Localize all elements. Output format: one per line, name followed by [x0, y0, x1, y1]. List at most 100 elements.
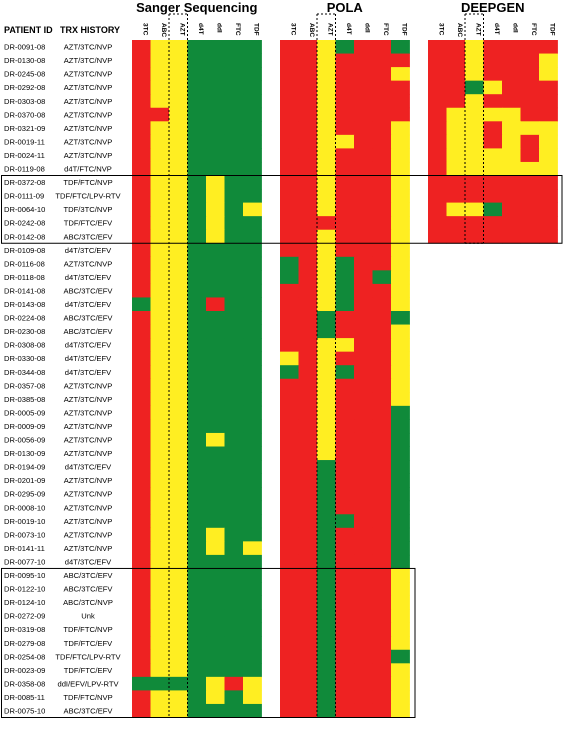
cell-pola-ftc — [372, 189, 392, 203]
cell-pola-tdf — [391, 609, 410, 624]
cell-sanger-abc — [150, 40, 170, 54]
cell-pola-abc — [298, 405, 318, 420]
cell-sanger-3tc — [132, 324, 151, 339]
cell-sanger-abc — [150, 703, 170, 718]
cell-sanger-ddi — [206, 703, 225, 718]
cell-pola-azt — [317, 121, 336, 136]
cell-sanger-azt — [169, 487, 188, 502]
cell-sanger-ftc — [224, 582, 244, 596]
cell-sanger-ftc — [224, 446, 244, 461]
cell-sanger-tdf — [243, 229, 262, 244]
cell-sanger-ftc — [224, 690, 244, 705]
cell-deepgen-ftc — [520, 53, 540, 68]
drug-label-sanger-abc: ABC — [160, 23, 167, 37]
cell-sanger-d4t — [187, 189, 207, 203]
cell-pola-azt — [317, 378, 336, 393]
treatment-history: AZT/3TC/NVP — [64, 503, 113, 512]
cell-sanger-3tc — [132, 690, 151, 705]
cell-pola-abc — [298, 446, 318, 461]
cell-sanger-3tc — [132, 297, 151, 312]
cell-pola-3tc — [280, 297, 299, 312]
cell-pola-tdf — [391, 568, 410, 583]
cell-pola-d4t — [335, 311, 355, 325]
cell-deepgen-d4t — [483, 148, 503, 163]
cell-pola-ddi — [354, 473, 373, 488]
cell-sanger-abc — [150, 243, 170, 258]
patient-id: DR-0141-08 — [4, 286, 45, 295]
cell-pola-azt — [317, 432, 336, 447]
cell-deepgen-ftc — [520, 189, 540, 203]
cell-deepgen-abc — [446, 189, 466, 203]
cell-deepgen-tdf — [539, 202, 558, 217]
cell-sanger-d4t — [187, 175, 207, 190]
cell-sanger-ddi — [206, 527, 225, 542]
cell-sanger-azt — [169, 663, 188, 678]
cell-sanger-ddi — [206, 690, 225, 705]
patient-id: DR-0308-08 — [4, 341, 45, 350]
cell-sanger-3tc — [132, 283, 151, 298]
cell-sanger-azt — [169, 514, 188, 529]
patient-id: DR-0005-09 — [4, 408, 45, 417]
cell-deepgen-tdf — [539, 161, 558, 176]
cell-sanger-azt — [169, 67, 188, 82]
cell-sanger-d4t — [187, 216, 207, 231]
patient-id: DR-0075-10 — [4, 707, 45, 716]
cell-sanger-abc — [150, 663, 170, 678]
cell-pola-azt — [317, 609, 336, 624]
cell-sanger-azt — [169, 703, 188, 718]
cell-pola-tdf — [391, 161, 410, 176]
cell-sanger-tdf — [243, 53, 262, 68]
cell-sanger-3tc — [132, 500, 151, 515]
cell-sanger-tdf — [243, 297, 262, 312]
cell-pola-tdf — [391, 473, 410, 488]
drug-label-sanger-azt: AZT — [179, 23, 186, 36]
cell-pola-abc — [298, 283, 318, 298]
cell-sanger-abc — [150, 80, 170, 95]
cell-deepgen-ftc — [520, 148, 540, 163]
cell-pola-d4t — [335, 229, 355, 244]
cell-pola-d4t — [335, 622, 355, 637]
cell-pola-3tc — [280, 229, 299, 244]
cell-sanger-3tc — [132, 636, 151, 651]
cell-deepgen-3tc — [428, 175, 447, 190]
cell-sanger-azt — [169, 216, 188, 231]
cell-sanger-ddi — [206, 94, 225, 109]
cell-sanger-azt — [169, 649, 188, 664]
cell-sanger-ftc — [224, 53, 244, 68]
treatment-history: ABC/3TC/EFV — [64, 286, 114, 295]
cell-pola-abc — [298, 649, 318, 664]
treatment-history: AZT/3TC/NVP — [64, 137, 113, 146]
cell-pola-azt — [317, 311, 336, 325]
cell-sanger-ftc — [224, 554, 244, 569]
cell-pola-ddi — [354, 703, 373, 718]
cell-pola-ddi — [354, 311, 373, 325]
cell-pola-tdf — [391, 324, 410, 339]
cell-pola-ftc — [372, 216, 392, 231]
cell-sanger-azt — [169, 636, 188, 651]
cell-pola-3tc — [280, 663, 299, 678]
treatment-history: AZT/3TC/NVP — [64, 436, 113, 445]
cell-pola-3tc — [280, 175, 299, 190]
cell-sanger-tdf — [243, 446, 262, 461]
cell-pola-3tc — [280, 121, 299, 136]
cell-pola-abc — [298, 622, 318, 637]
cell-pola-d4t — [335, 636, 355, 651]
cell-sanger-tdf — [243, 365, 262, 380]
cell-pola-tdf — [391, 80, 410, 95]
cell-sanger-ddi — [206, 270, 225, 285]
cell-sanger-tdf — [243, 175, 262, 190]
cell-sanger-abc — [150, 338, 170, 353]
treatment-history: AZT/3TC/NVP — [64, 408, 113, 417]
cell-pola-ftc — [372, 161, 392, 176]
cell-pola-ddi — [354, 53, 373, 68]
treatment-history: ddI/EFV/LPV-RTV — [57, 679, 119, 688]
cell-pola-d4t — [335, 338, 355, 353]
treatment-history: ABC/3TC/EFV — [64, 571, 114, 580]
cell-pola-abc — [298, 582, 318, 596]
cell-sanger-azt — [169, 582, 188, 596]
cell-sanger-abc — [150, 175, 170, 190]
drug-label-pola-d4t: d4T — [345, 23, 352, 35]
cell-pola-abc — [298, 365, 318, 380]
cell-sanger-azt — [169, 595, 188, 610]
cell-pola-ddi — [354, 202, 373, 217]
